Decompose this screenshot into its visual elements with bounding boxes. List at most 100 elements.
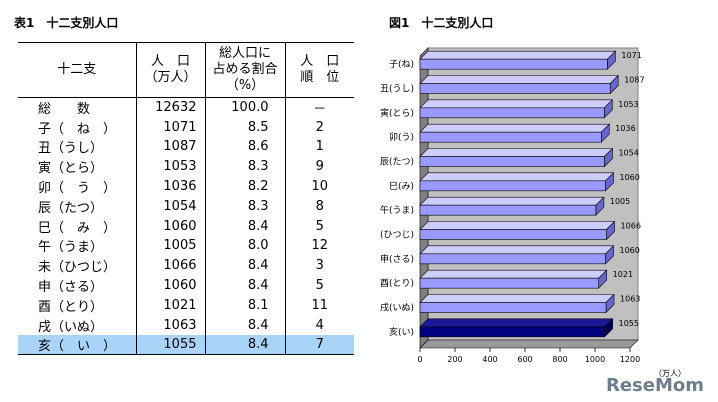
rank-cell: 8 — [284, 196, 354, 217]
bar — [419, 107, 605, 119]
population-cell: 1005 — [135, 236, 205, 256]
zodiac-cell: 申（さる） — [38, 280, 104, 296]
data-label: 1054 — [618, 149, 638, 158]
population-cell: 1060 — [135, 216, 205, 237]
x-tick-label: 1200 — [620, 355, 640, 364]
share-cell: 8.3 — [204, 156, 285, 177]
bar-top — [419, 196, 605, 206]
data-label: 1036 — [615, 124, 635, 133]
x-axis-label: （万人） — [654, 369, 686, 378]
table-row: 子（ ね ） 1071 8.5 2 — [18, 117, 354, 138]
table-row: 辰（たつ） 1054 8.3 8 — [18, 196, 354, 217]
category-label: 丑(うし) — [380, 84, 414, 95]
category-label: 子(ね) — [389, 59, 414, 70]
share-cell: 8.1 — [204, 295, 285, 316]
population-bar-chart: 1071 子(ね) 1087 丑(うし) 1053 寅(とら) 1036 卯(う) 1054 辰(… — [380, 47, 686, 378]
x-tick-label: 200 — [447, 355, 462, 364]
population-cell: 1071 — [135, 117, 205, 138]
table-row: 卯（ う ） 1036 8.2 10 — [18, 176, 354, 197]
bar-top — [419, 294, 615, 303]
population-cell: 1063 — [135, 315, 205, 336]
population-cell: 1053 — [135, 156, 205, 177]
data-label: 1021 — [613, 270, 633, 279]
rank-cell: 1 — [284, 137, 354, 157]
zodiac-cell: 寅（とら） — [38, 161, 104, 177]
share-cell: 8.4 — [204, 216, 285, 237]
data-label: 1005 — [610, 197, 630, 206]
zodiac-cell: 卯（ う ） — [38, 181, 117, 197]
zodiac-cell: 未（ひつじ） — [38, 260, 117, 276]
zodiac-cell: 午（うま） — [38, 240, 104, 256]
bar — [419, 204, 597, 216]
table-header-row: 十二支 人 口 （万人） 総人口に 占める割合 （%） 人 口 順 位 — [18, 42, 354, 98]
share-cell: 8.4 — [204, 315, 285, 336]
zodiac-cell: 辰（たつ） — [38, 200, 104, 216]
plot-back-wall — [427, 47, 639, 341]
category-label: 寅(とら) — [380, 107, 414, 119]
category-label: 未(ひつじ) — [380, 229, 414, 241]
plot-floor — [419, 339, 639, 349]
data-label: 1087 — [624, 76, 644, 85]
zodiac-cell: 丑（うし） — [38, 141, 104, 157]
header-population-unit: （万人） — [144, 70, 197, 85]
table-body: 総 数 12632 100.0 －子（ ね ） 1071 8.5 2 丑（うし） 1087 8.6… — [18, 97, 354, 356]
table-row: 総 数 12632 100.0 － — [18, 97, 354, 118]
data-label: 1060 — [620, 173, 640, 182]
table-row: 未（ひつじ） 1066 8.4 3 — [18, 255, 354, 276]
share-cell: 100.0 — [204, 97, 285, 118]
header-rank: 人 口 順 位 — [284, 42, 354, 98]
bar — [419, 277, 599, 289]
zodiac-cell: 亥（ い ） — [18, 335, 136, 356]
share-cell: 8.0 — [204, 236, 285, 256]
bar — [419, 326, 605, 338]
table-row: 戌（いぬ） 1063 8.4 4 — [18, 315, 354, 336]
header-share-unit: （%） — [225, 78, 265, 93]
bar — [419, 302, 607, 313]
bar — [419, 58, 608, 70]
bar-top — [419, 148, 614, 157]
population-cell: 1060 — [135, 275, 205, 296]
category-label: 卯(う) — [389, 132, 414, 143]
bar — [419, 156, 605, 167]
bar-top — [419, 269, 608, 279]
population-cell: 1087 — [135, 137, 205, 157]
zodiac-cell: 酉（とり） — [38, 299, 104, 315]
share-cell: 8.4 — [204, 275, 285, 296]
zodiac-cell: 総 数 — [38, 102, 91, 118]
data-label: 1053 — [618, 100, 638, 109]
table-row: 酉（とり） 1021 8.1 11 — [18, 295, 354, 316]
bar-top — [419, 221, 616, 230]
rank-cell: 10 — [284, 176, 354, 197]
table-row: 寅（とら） 1053 8.3 9 — [18, 156, 354, 177]
table-row: 巳（ み ） 1060 8.4 5 — [18, 216, 354, 237]
rank-cell: 12 — [284, 236, 354, 256]
rank-cell: 2 — [284, 117, 354, 138]
share-cell: 8.5 — [204, 117, 285, 138]
bar — [419, 180, 606, 192]
category-label: 申(さる) — [380, 253, 414, 265]
x-tick-label: 600 — [517, 355, 532, 364]
bar-top — [419, 318, 614, 328]
x-tick-label: 400 — [482, 355, 497, 364]
category-label: 亥(い) — [389, 326, 414, 338]
data-label: 1071 — [621, 51, 641, 60]
x-tick-label: 1000 — [585, 355, 605, 364]
bar — [419, 253, 606, 265]
bar-top — [419, 50, 617, 60]
x-tick-label: 0 — [417, 355, 422, 364]
header-rank-line: 順 位 — [300, 70, 340, 85]
data-label: 1060 — [620, 246, 640, 255]
share-cell: 8.4 — [204, 335, 285, 356]
bar-top — [419, 123, 611, 133]
rank-cell: 5 — [284, 275, 354, 296]
population-cell: 1055 — [135, 335, 205, 356]
data-label: 1055 — [619, 319, 639, 328]
category-label: 辰(たつ) — [380, 157, 414, 168]
bar-top — [419, 75, 619, 84]
population-cell: 1036 — [135, 176, 205, 197]
rank-cell: 11 — [284, 295, 354, 316]
share-cell: 8.2 — [204, 176, 285, 197]
header-share-line: 占める割合 — [212, 62, 278, 77]
share-cell: 8.3 — [204, 196, 285, 217]
header-zodiac-line: 十二支 — [57, 62, 97, 77]
